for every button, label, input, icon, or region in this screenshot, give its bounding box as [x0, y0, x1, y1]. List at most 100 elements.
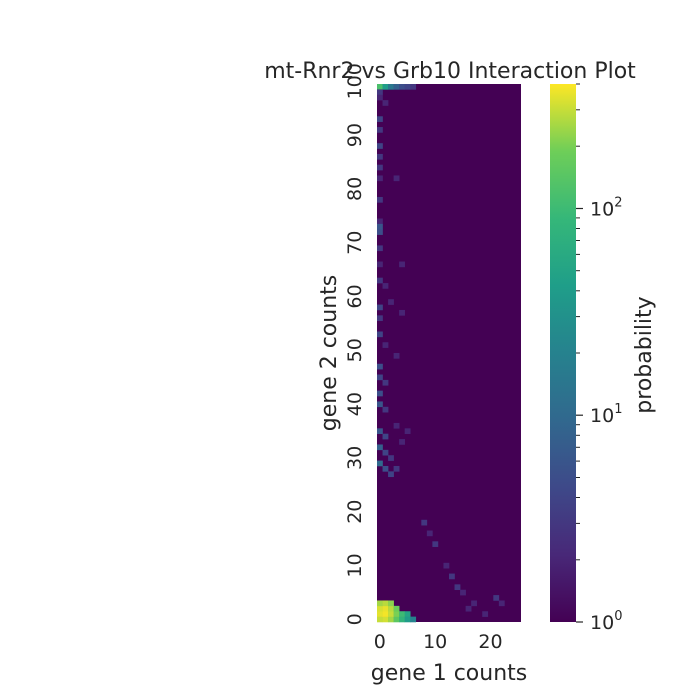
- y-tick-label: 30: [344, 446, 366, 470]
- colorbar-label: probability: [632, 296, 657, 413]
- heatmap-cell: [388, 611, 394, 617]
- heatmap-cell: [382, 605, 389, 612]
- heatmap-cell: [377, 116, 383, 122]
- heatmap-cell: [377, 153, 383, 160]
- heatmap-cell: [399, 439, 405, 445]
- heatmap-cell: [388, 600, 394, 607]
- y-tick-label: 50: [344, 338, 366, 362]
- y-tick-label: 70: [344, 231, 366, 255]
- y-tick-label: 60: [344, 284, 366, 308]
- x-tick-label: 10: [423, 631, 447, 653]
- heatmap-cell: [460, 589, 466, 596]
- heatmap-cell: [393, 465, 400, 472]
- heatmap-cell: [382, 616, 389, 623]
- y-axis-label: gene 2 counts: [317, 275, 342, 432]
- x-tick-label: 20: [478, 631, 502, 653]
- heatmap-cell: [377, 363, 383, 370]
- heatmap-cell: [377, 229, 383, 235]
- heatmap-cell: [410, 616, 417, 623]
- heatmap-cell: [382, 465, 389, 472]
- heatmap-grid: [377, 84, 521, 623]
- heatmap-cell: [382, 433, 389, 440]
- heatmap-cell: [404, 428, 411, 434]
- heatmap-cell: [388, 605, 394, 612]
- colorbar-gradient: [550, 84, 576, 622]
- heatmap-cell: [399, 616, 405, 623]
- heatmap-cell: [399, 611, 405, 617]
- y-tick-label: 20: [344, 500, 366, 524]
- heatmap-cell: [388, 616, 394, 623]
- heatmap-cell: [388, 471, 394, 478]
- heatmap-cell: [377, 127, 383, 133]
- heatmap-cell: [465, 605, 472, 612]
- heatmap-cell: [382, 449, 389, 456]
- colorbar-tick-label: 101: [590, 402, 622, 427]
- heatmap-cell: [443, 562, 450, 569]
- colorbar-tick-label: 102: [590, 196, 622, 221]
- heatmap-cell: [377, 611, 383, 617]
- heatmap-cell: [393, 84, 400, 90]
- y-tick-label: 90: [344, 123, 366, 147]
- y-tick-label: 10: [344, 553, 366, 577]
- heatmap-cell: [377, 331, 383, 338]
- heatmap-cell: [377, 245, 383, 252]
- heatmap-cell: [454, 584, 461, 591]
- heatmap-cell: [377, 84, 383, 90]
- heatmap-cell: [377, 460, 383, 467]
- colorbar-tick-label: 100: [590, 609, 622, 634]
- heatmap-cell: [377, 94, 383, 101]
- x-axis-ticks: 0 10 20: [374, 631, 503, 653]
- heatmap-cell: [498, 600, 505, 607]
- heatmap-cell: [377, 261, 383, 268]
- y-tick-label: 100: [344, 63, 366, 99]
- colorbar-ticks: 100 101 102: [576, 83, 622, 634]
- heatmap-cell: [388, 84, 394, 90]
- heatmap-cell: [410, 84, 417, 90]
- heatmap-cell: [377, 304, 383, 311]
- heatmap-cell: [432, 541, 439, 547]
- heatmap-cell: [377, 444, 383, 451]
- heatmap-cell: [393, 422, 400, 429]
- heatmap-cell: [393, 175, 400, 182]
- heatmap-cell: [388, 299, 394, 305]
- heatmap-cell: [377, 164, 383, 171]
- heatmap-cell: [382, 283, 389, 289]
- heatmap-cell: [393, 611, 400, 617]
- heatmap-cell: [377, 401, 383, 408]
- heatmap-cell: [393, 353, 400, 359]
- y-tick-label: 40: [344, 392, 366, 416]
- heatmap-cell: [449, 573, 455, 580]
- heatmap-cell: [421, 519, 428, 526]
- heatmap-cell: [393, 605, 400, 612]
- heatmap-cell: [393, 616, 400, 623]
- heatmap-cell: [377, 390, 383, 397]
- heatmap-cell: [377, 143, 383, 149]
- heatmap-cell: [382, 406, 389, 413]
- heatmap-cell: [404, 611, 411, 617]
- heatmap-cell: [377, 374, 383, 381]
- heatmap-cell: [377, 89, 383, 96]
- heatmap-cell: [482, 611, 489, 617]
- heatmap-cell: [377, 277, 383, 284]
- heatmap-cell: [426, 530, 433, 537]
- heatmap-cell: [382, 379, 389, 386]
- heatmap-cell: [377, 196, 383, 203]
- heatmap-cell: [493, 595, 500, 601]
- heatmap-cell: [399, 261, 405, 268]
- heatmap-cell: [377, 175, 383, 182]
- heatmap-cell: [382, 600, 389, 607]
- heatmap-cell: [377, 616, 383, 623]
- heatmap-background: [377, 84, 521, 622]
- y-axis-ticks: 0 10 20 30 40 50 60 70 80 90 100: [344, 63, 366, 625]
- y-tick-label: 0: [344, 613, 366, 625]
- heatmap-cell: [382, 84, 389, 90]
- heatmap-cell: [382, 100, 389, 106]
- heatmap-cell: [399, 309, 405, 316]
- colorbar: 100 101 102 probability: [550, 83, 657, 634]
- y-tick-label: 80: [344, 177, 366, 201]
- heatmap-cell: [377, 218, 383, 225]
- heatmap-cell: [377, 315, 383, 322]
- heatmap-cell: [404, 616, 411, 623]
- heatmap-cell: [404, 84, 411, 90]
